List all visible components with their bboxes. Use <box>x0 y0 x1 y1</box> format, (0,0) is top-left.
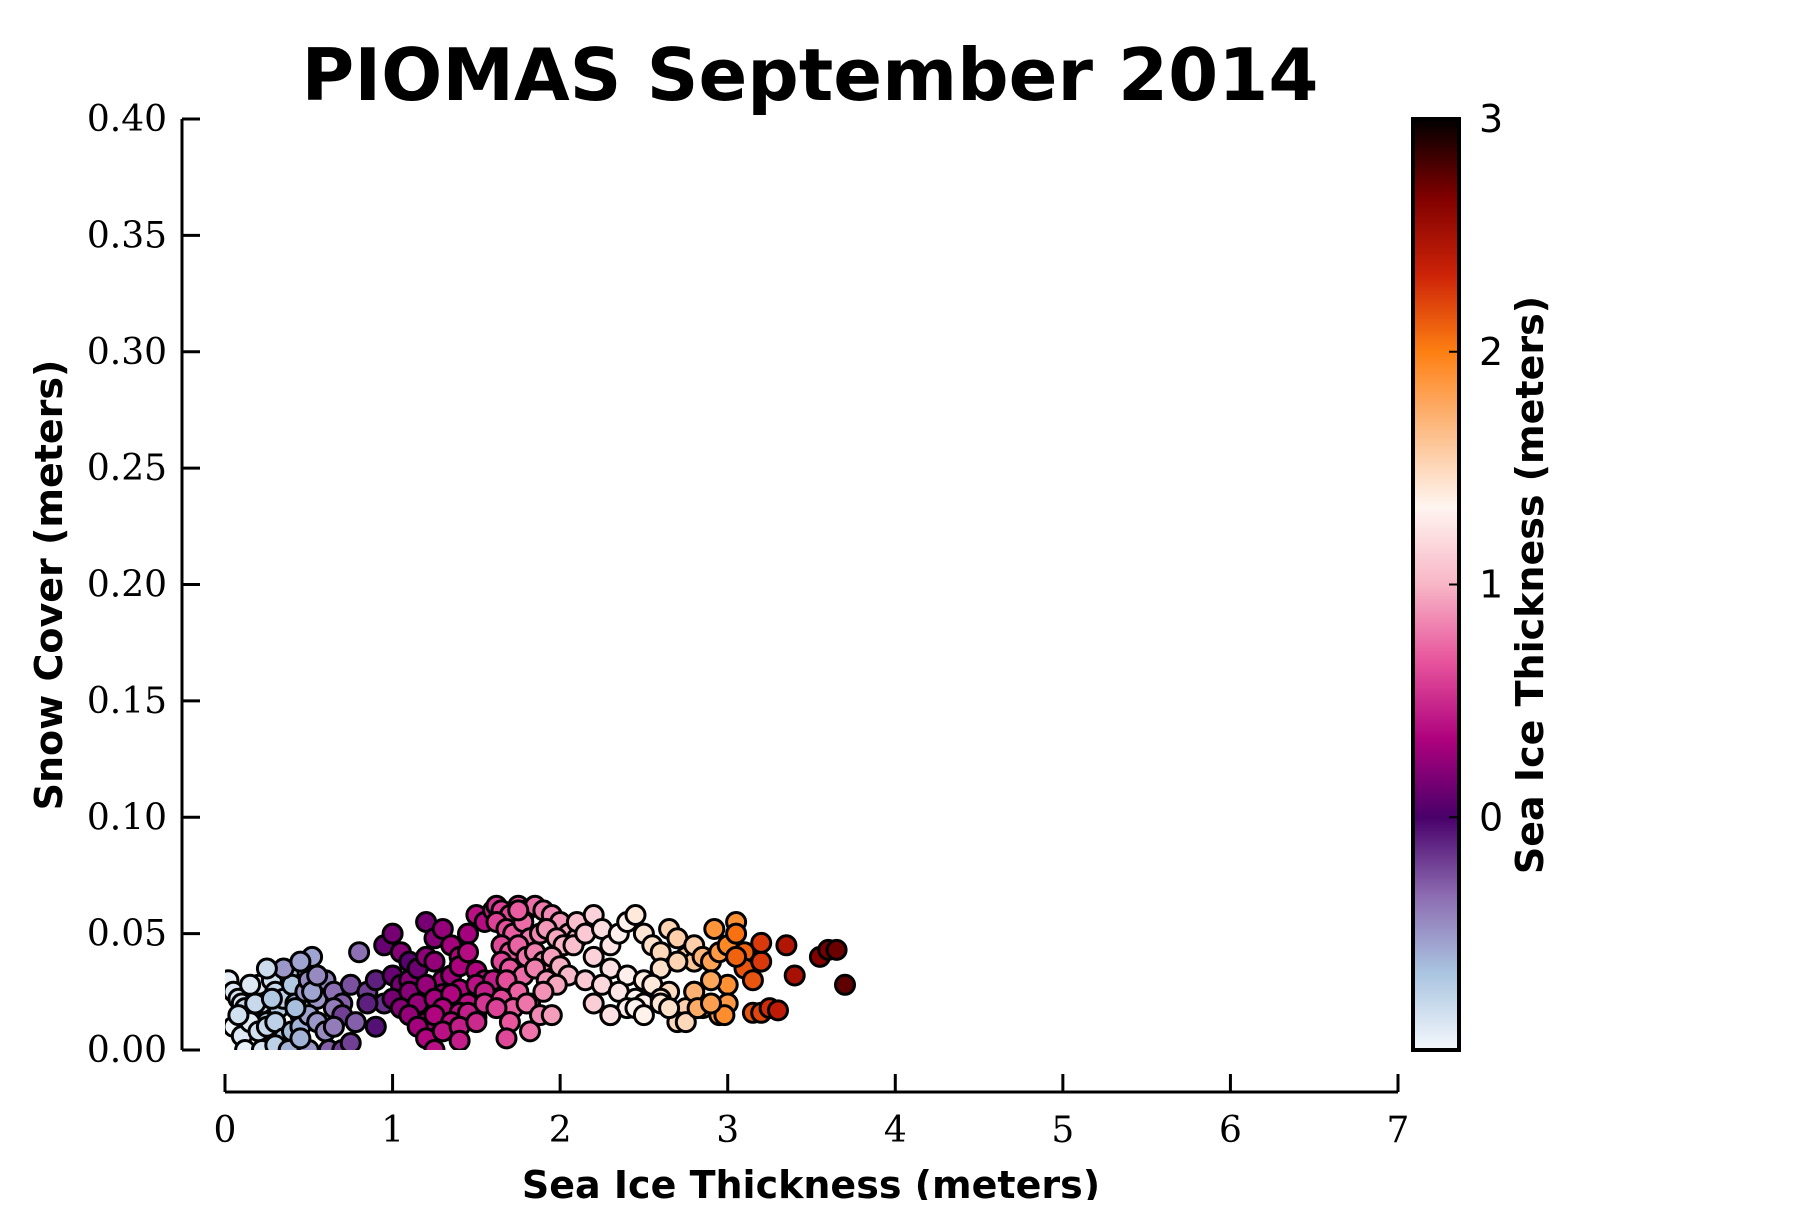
y-tick-label: 0.10 <box>87 797 167 838</box>
data-point <box>255 957 278 980</box>
colorbar-label: Sea Ice Thickness (meters) <box>1508 296 1552 874</box>
colorbar-tick-label: 1 <box>1479 563 1503 607</box>
y-tick-label: 0.25 <box>87 448 167 489</box>
data-point <box>457 941 479 964</box>
y-tick-label: 0.05 <box>87 914 167 955</box>
data-point <box>700 969 722 992</box>
data-point <box>239 973 262 996</box>
x-tick-label: 2 <box>549 1110 572 1151</box>
data-point <box>457 922 479 945</box>
colorbar-tick-label: 3 <box>1479 97 1503 141</box>
y-ticks: 0.00 0.05 0.10 0.15 0.20 0.25 0.30 0.35 0.40 <box>87 99 200 1071</box>
data-point <box>666 950 689 973</box>
data-point <box>515 992 538 1015</box>
y-tick-label: 0.30 <box>87 332 167 373</box>
data-point <box>775 934 798 957</box>
plot-area: 0.00 0.05 0.10 0.15 0.20 0.25 0.30 0.35 0.40 0 1 2… <box>87 0 1410 1151</box>
colorbar-tick-label: 0 <box>1479 795 1503 839</box>
data-point <box>725 922 748 945</box>
data-point <box>825 938 848 961</box>
data-point <box>783 964 806 987</box>
data-point <box>624 904 647 926</box>
colorbar: 0 1 2 3 Sea Ice Thickness (meters) <box>1411 97 1552 1052</box>
data-point <box>284 997 307 1020</box>
data-point <box>725 945 748 968</box>
data-point <box>700 992 722 1015</box>
y-tick-label: 0.15 <box>87 681 167 722</box>
data-point <box>674 1011 697 1034</box>
x-tick-label: 3 <box>716 1110 739 1151</box>
chart-title: PIOMAS September 2014 <box>302 33 1319 117</box>
x-tick-label: 4 <box>884 1110 907 1151</box>
data-point <box>741 969 764 992</box>
data-points <box>225 0 905 1050</box>
data-point <box>234 1039 257 1050</box>
x-tick-label: 7 <box>1387 1110 1410 1151</box>
data-point <box>465 1011 488 1034</box>
data-point <box>339 1032 362 1050</box>
x-tick-label: 6 <box>1219 1110 1242 1151</box>
x-ticks: 0 1 2 3 4 5 6 7 <box>214 1074 1410 1151</box>
data-point <box>540 1004 563 1027</box>
data-point <box>423 1039 446 1050</box>
data-point <box>519 1020 541 1043</box>
data-point <box>364 1015 387 1038</box>
data-point <box>599 1004 622 1027</box>
data-point <box>834 973 856 996</box>
data-point <box>703 918 726 940</box>
data-point <box>767 999 789 1022</box>
y-tick-label: 0.00 <box>87 1030 167 1071</box>
data-point <box>532 980 555 1003</box>
data-point <box>356 992 379 1015</box>
data-point <box>485 997 508 1020</box>
data-point <box>381 922 404 945</box>
data-point <box>448 1029 471 1050</box>
data-point <box>713 1004 736 1027</box>
data-point <box>582 992 605 1015</box>
y-tick-label: 0.40 <box>87 99 167 140</box>
data-point <box>344 1011 367 1034</box>
data-point <box>495 1027 518 1050</box>
data-point <box>289 1027 312 1050</box>
x-tick-label: 1 <box>381 1110 404 1151</box>
y-axis-label: Snow Cover (meters) <box>27 360 71 811</box>
data-point <box>658 997 681 1020</box>
data-point <box>322 1015 345 1038</box>
data-point <box>348 941 371 964</box>
y-tick-label: 0.20 <box>87 565 167 606</box>
data-point <box>260 987 283 1010</box>
x-tick-label: 0 <box>214 1110 237 1151</box>
data-point <box>289 950 312 973</box>
data-point <box>423 950 446 973</box>
x-tick-label: 5 <box>1051 1110 1074 1151</box>
colorbar-ticks: 0 1 2 3 <box>1449 97 1503 839</box>
data-point <box>227 1004 250 1027</box>
data-point <box>750 931 773 954</box>
data-point <box>306 964 329 987</box>
data-point <box>582 945 605 968</box>
x-axis-label: Sea Ice Thickness (meters) <box>522 1163 1100 1200</box>
data-point <box>750 950 773 973</box>
data-point <box>632 1004 655 1027</box>
data-point <box>886 0 905 10</box>
data-point <box>507 899 530 922</box>
y-tick-label: 0.35 <box>87 215 167 256</box>
colorbar-tick-label: 2 <box>1479 330 1503 374</box>
